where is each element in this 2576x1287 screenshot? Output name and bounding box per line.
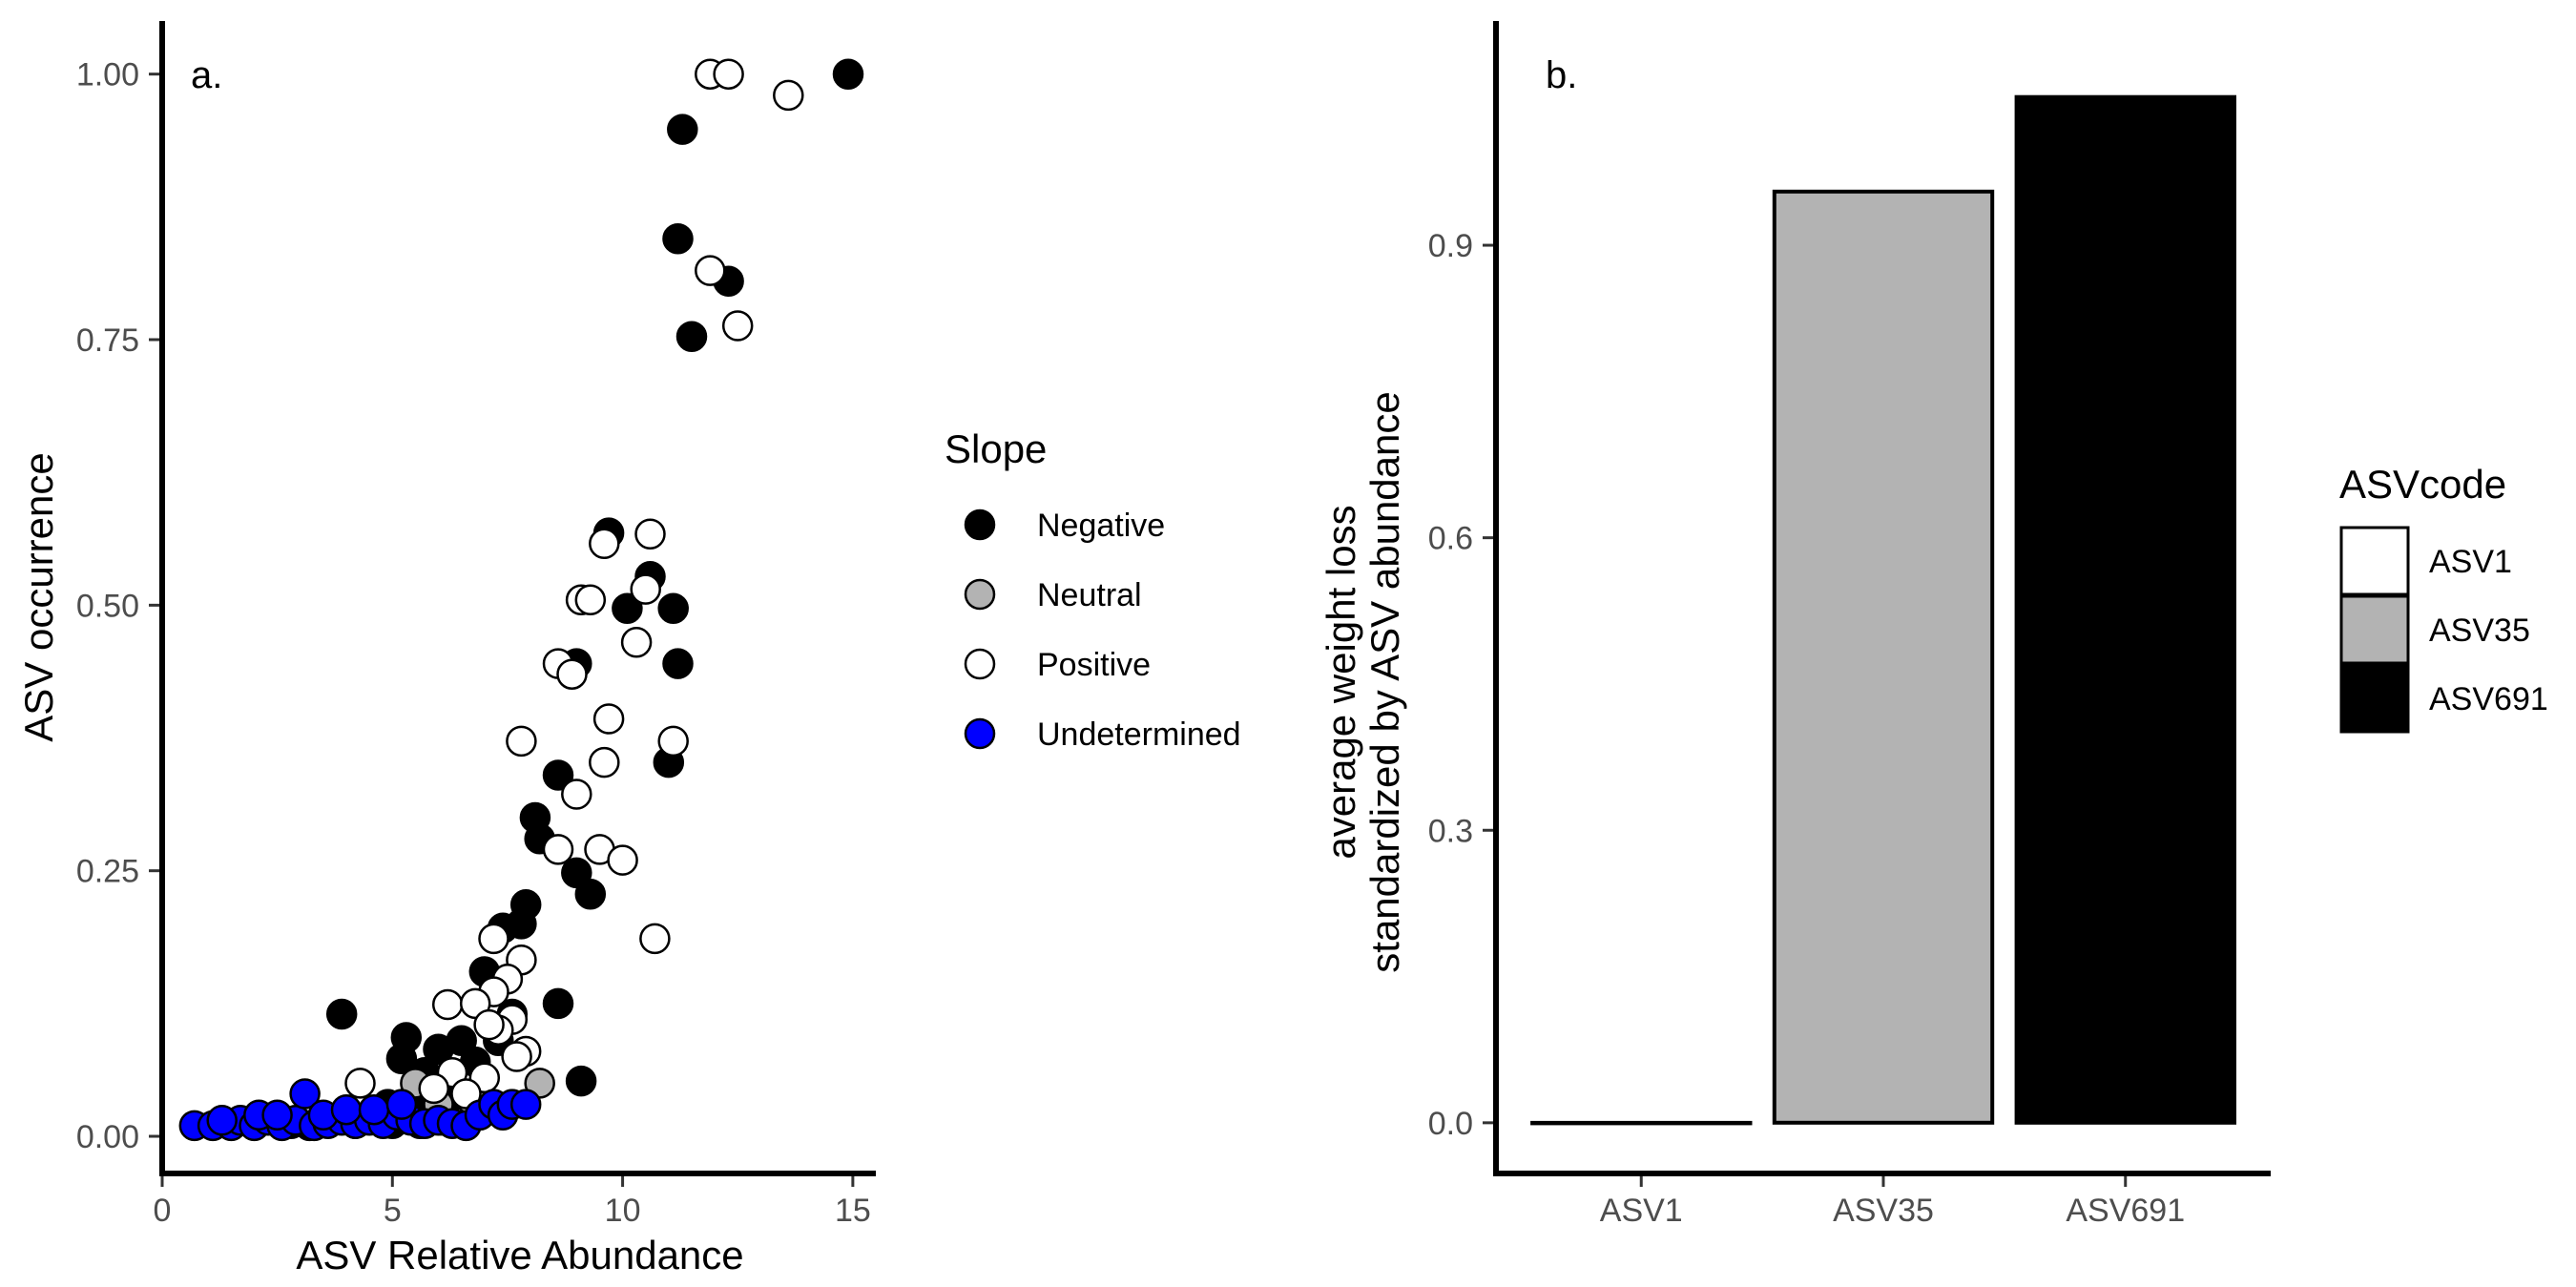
point-negative-22 — [325, 998, 358, 1030]
point-positive-1 — [713, 58, 744, 90]
x-tick-label: 15 — [835, 1193, 871, 1229]
x-tick-label: 5 — [384, 1193, 402, 1229]
point-negative-10 — [662, 648, 694, 679]
point-positive-3 — [695, 255, 726, 286]
bar-asv1 — [1530, 1120, 1753, 1126]
y-ticks: 0.0 0.3 0.6 0.9 — [1428, 228, 1493, 1142]
legend-key-positive — [964, 648, 996, 680]
point-negative-1 — [667, 114, 698, 145]
point-positive-16 — [589, 746, 620, 778]
point-negative-18 — [574, 878, 607, 910]
slope-legend: Slope Negative Neutral Positive Undetermine… — [945, 426, 1241, 753]
point-undetermined-26 — [206, 1105, 238, 1136]
panel-a-label: a. — [191, 54, 222, 96]
bars — [1530, 94, 2237, 1126]
y-ticks: 0.00 0.25 0.50 0.75 1.00 — [76, 57, 159, 1155]
legend-title: Slope — [945, 426, 1047, 471]
point-positive-14 — [506, 725, 537, 758]
legend-label-positive: Positive — [1037, 647, 1151, 683]
point-positive-12 — [556, 658, 588, 690]
y-axis-title-line-2: standardized by ASV abundance — [1362, 391, 1407, 972]
y-axis-title: ASV occurrence — [16, 452, 61, 741]
x-tick-label: 10 — [605, 1193, 641, 1229]
legend-title: ASVcode — [2339, 462, 2506, 507]
point-negative-31 — [565, 1065, 597, 1097]
bar-asv691 — [2014, 94, 2237, 1125]
point-undetermined-28 — [261, 1099, 293, 1131]
x-tick-label: ASV691 — [2066, 1193, 2185, 1229]
x-tick-label: 0 — [154, 1193, 172, 1229]
point-positive-37 — [501, 1041, 532, 1072]
legend-label-neutral: Neutral — [1037, 577, 1142, 613]
legend-key-neutral — [964, 578, 996, 611]
bar-panel: b. ASV1 ASV35 ASV691 0.0 0.3 0.6 0.9 average … — [1319, 21, 2548, 1229]
legend-key-asv691 — [2339, 663, 2410, 734]
point-positive-18 — [542, 834, 574, 865]
point-negative-12 — [542, 759, 574, 791]
legend-label-asv35: ASV35 — [2429, 612, 2530, 649]
y-tick-label: 1.00 — [76, 57, 139, 93]
point-positive-5 — [634, 518, 666, 550]
point-positive-15 — [657, 725, 689, 758]
point-undetermined-30 — [330, 1093, 363, 1126]
y-axis-title: average weight loss standardized by ASV … — [1319, 391, 1407, 972]
x-tick-label: ASV35 — [1833, 1193, 1934, 1229]
point-positive-20 — [607, 844, 638, 876]
point-negative-0 — [832, 58, 864, 90]
y-tick-label: 0.50 — [76, 588, 139, 624]
x-axis-title: ASV Relative Abundance — [296, 1233, 743, 1277]
point-positive-25 — [431, 988, 464, 1021]
y-tick-label: 0.00 — [76, 1119, 139, 1155]
point-positive-9 — [630, 573, 661, 605]
point-negative-7 — [612, 592, 643, 624]
y-tick-label: 0.3 — [1428, 813, 1473, 849]
legend-key-asv1 — [2339, 526, 2410, 596]
bar-asv35 — [1772, 189, 1995, 1125]
x-ticks: ASV1 ASV35 ASV691 — [1600, 1176, 2185, 1229]
asvcode-legend: ASVcode ASV1 ASV35 ASV691 — [2339, 462, 2548, 734]
point-positive-17 — [561, 778, 592, 810]
point-undetermined-8 — [289, 1078, 321, 1110]
point-undetermined-25 — [509, 1089, 542, 1120]
point-positive-22 — [478, 923, 509, 955]
y-tick-label: 0.25 — [76, 854, 139, 890]
point-positive-30 — [473, 1008, 505, 1041]
point-positive-8 — [574, 584, 607, 616]
scatter-points — [178, 58, 864, 1142]
scatter-panel: a. 0 5 10 15 0.00 0.25 0.50 0.75 1.00 ASV Relat… — [16, 21, 1241, 1277]
y-tick-label: 0.75 — [76, 322, 139, 359]
y-tick-label: 0.9 — [1428, 228, 1473, 264]
y-tick-label: 0.6 — [1428, 521, 1473, 557]
legend-key-undetermined — [964, 717, 996, 750]
point-undetermined-31 — [358, 1093, 390, 1126]
legend-key-asv35 — [2339, 594, 2410, 665]
point-negative-26 — [423, 1033, 454, 1065]
legend-label-asv691: ASV691 — [2429, 681, 2548, 717]
point-positive-4 — [721, 310, 754, 342]
point-negative-4 — [675, 321, 708, 352]
y-axis-title-line-1: average weight loss — [1319, 505, 1363, 859]
point-positive-21 — [639, 923, 671, 955]
point-negative-21 — [542, 987, 574, 1020]
legend-label-negative: Negative — [1037, 508, 1165, 544]
point-positive-13 — [592, 703, 625, 735]
point-negative-2 — [662, 222, 694, 255]
point-positive-34 — [344, 1068, 376, 1099]
point-positive-6 — [589, 528, 620, 560]
point-negative-8 — [657, 592, 689, 624]
x-tick-label: ASV1 — [1600, 1193, 1683, 1229]
y-tick-label: 0.0 — [1428, 1106, 1473, 1142]
point-positive-10 — [620, 627, 653, 658]
point-positive-2 — [773, 79, 804, 112]
point-positive-36 — [418, 1072, 449, 1105]
legend-label-asv1: ASV1 — [2429, 544, 2512, 580]
point-undetermined-32 — [385, 1089, 418, 1120]
legend-label-undetermined: Undetermined — [1037, 716, 1241, 753]
panel-b-label: b. — [1546, 54, 1577, 96]
x-ticks: 0 5 10 15 — [154, 1176, 871, 1229]
point-negative-27 — [385, 1043, 418, 1075]
legend-key-negative — [964, 509, 996, 541]
